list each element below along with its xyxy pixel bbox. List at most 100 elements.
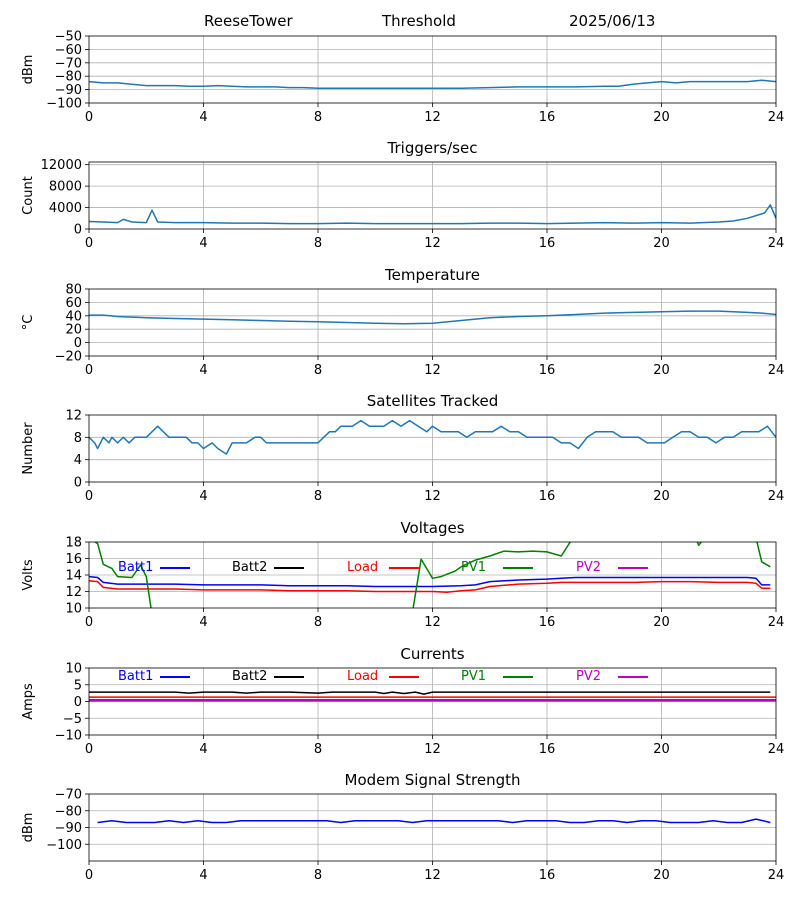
chart-title: Temperature xyxy=(384,266,480,284)
x-tick-label: 24 xyxy=(768,615,785,630)
x-tick-label: 4 xyxy=(199,742,207,757)
y-axis-label: dBm xyxy=(21,55,36,85)
y-tick-label: 0 xyxy=(74,336,82,351)
y-tick-label: −80 xyxy=(55,70,82,85)
x-tick-label: 12 xyxy=(424,363,441,378)
series-line-batt1 xyxy=(89,575,771,588)
legend-label-pv1: PV1 xyxy=(461,669,486,684)
x-tick-label: 8 xyxy=(314,615,322,630)
x-tick-label: 4 xyxy=(199,615,207,630)
y-tick-label: 0 xyxy=(74,695,82,710)
y-tick-label: −100 xyxy=(46,97,82,112)
y-tick-label: 14 xyxy=(65,569,82,584)
x-tick-label: 8 xyxy=(314,868,322,883)
y-tick-label: 60 xyxy=(65,296,82,311)
legend-label-load: Load xyxy=(347,560,378,575)
x-tick-label: 20 xyxy=(653,110,670,125)
x-tick-label: 12 xyxy=(424,236,441,251)
chart-title: Satellites Tracked xyxy=(367,392,498,410)
y-tick-label: −60 xyxy=(55,43,82,58)
y-tick-label: −90 xyxy=(55,83,82,98)
x-tick-label: 20 xyxy=(653,742,670,757)
y-tick-label: 4 xyxy=(74,453,82,468)
x-tick-label: 16 xyxy=(539,236,556,251)
report-date: 2025/06/13 xyxy=(569,12,656,30)
x-tick-label: 16 xyxy=(539,363,556,378)
y-tick-label: 40 xyxy=(65,309,82,324)
legend-label-pv2: PV2 xyxy=(576,669,601,684)
x-tick-label: 0 xyxy=(85,742,93,757)
x-tick-label: 20 xyxy=(653,868,670,883)
x-tick-label: 4 xyxy=(199,236,207,251)
series-line-load xyxy=(89,580,771,594)
x-tick-label: 4 xyxy=(199,489,207,504)
chart-title: Modem Signal Strength xyxy=(345,771,521,789)
y-tick-label: −70 xyxy=(55,56,82,71)
x-tick-label: 16 xyxy=(539,742,556,757)
y-axis-label: Number xyxy=(21,422,36,475)
series-line-data xyxy=(89,204,776,225)
x-tick-label: 12 xyxy=(424,110,441,125)
x-tick-label: 0 xyxy=(85,236,93,251)
series-line-batt2 xyxy=(89,691,771,695)
x-tick-label: 0 xyxy=(85,615,93,630)
x-tick-label: 12 xyxy=(424,868,441,883)
y-tick-label: 0 xyxy=(74,476,82,491)
x-tick-label: 8 xyxy=(314,236,322,251)
y-tick-label: 12000 xyxy=(41,158,82,173)
y-axis-label: Amps xyxy=(21,683,36,720)
y-tick-label: 10 xyxy=(65,602,82,617)
chart-title: Triggers/sec xyxy=(387,139,478,157)
y-tick-label: −100 xyxy=(46,838,82,853)
x-tick-label: 16 xyxy=(539,868,556,883)
y-tick-label: 12 xyxy=(65,585,82,600)
x-tick-label: 0 xyxy=(85,363,93,378)
y-tick-label: 8 xyxy=(74,431,82,446)
x-tick-label: 12 xyxy=(424,615,441,630)
y-tick-label: −20 xyxy=(55,350,82,365)
x-tick-label: 24 xyxy=(768,236,785,251)
chart-panel-2: 0 4 8 12 16 20 24 0 4000 8000 12000 Triggers/sec Cou… xyxy=(21,139,784,251)
y-tick-label: 5 xyxy=(74,678,82,693)
y-tick-label: 80 xyxy=(65,283,82,298)
y-tick-label: 20 xyxy=(65,323,82,338)
x-tick-label: 24 xyxy=(768,363,785,378)
chart-title: Currents xyxy=(400,645,464,663)
y-axis-label: Count xyxy=(21,176,36,215)
x-tick-label: 4 xyxy=(199,363,207,378)
legend-label-pv2: PV2 xyxy=(576,560,601,575)
y-tick-label: 4000 xyxy=(49,201,82,216)
legend-label-batt1: Batt1 xyxy=(118,669,153,684)
y-tick-label: 0 xyxy=(74,223,82,238)
chart-panel-1: 0 4 8 12 16 20 24 −100−90−80−70−60−50 dBm xyxy=(21,30,784,126)
y-tick-label: 12 xyxy=(65,409,82,424)
trigger-mode: Threshold xyxy=(382,12,456,30)
chart-panel-4: 0 4 8 12 16 20 24 0 4 8 12 Satellites Tracked Number xyxy=(21,392,784,504)
x-tick-label: 12 xyxy=(424,742,441,757)
x-tick-label: 0 xyxy=(85,110,93,125)
y-tick-label: −5 xyxy=(63,712,82,727)
x-tick-label: 16 xyxy=(539,110,556,125)
x-tick-label: 8 xyxy=(314,742,322,757)
x-tick-label: 0 xyxy=(85,489,93,504)
y-tick-label: −70 xyxy=(55,788,82,803)
x-tick-label: 16 xyxy=(539,489,556,504)
series-line-data xyxy=(97,818,771,824)
legend-label-pv1: PV1 xyxy=(461,560,486,575)
series-line-pv1 xyxy=(93,542,771,608)
legend-label-load: Load xyxy=(347,669,378,684)
y-tick-label: −10 xyxy=(55,729,82,744)
x-tick-label: 20 xyxy=(653,236,670,251)
x-tick-label: 24 xyxy=(768,489,785,504)
station-name: ReeseTower xyxy=(204,12,293,30)
chart-title: Voltages xyxy=(400,519,464,537)
x-tick-label: 8 xyxy=(314,110,322,125)
x-tick-label: 4 xyxy=(199,868,207,883)
legend-label-batt1: Batt1 xyxy=(118,560,153,575)
x-tick-label: 24 xyxy=(768,110,785,125)
y-axis-label: dBm xyxy=(21,813,36,843)
x-tick-label: 24 xyxy=(768,868,785,883)
y-tick-label: 18 xyxy=(65,536,82,551)
